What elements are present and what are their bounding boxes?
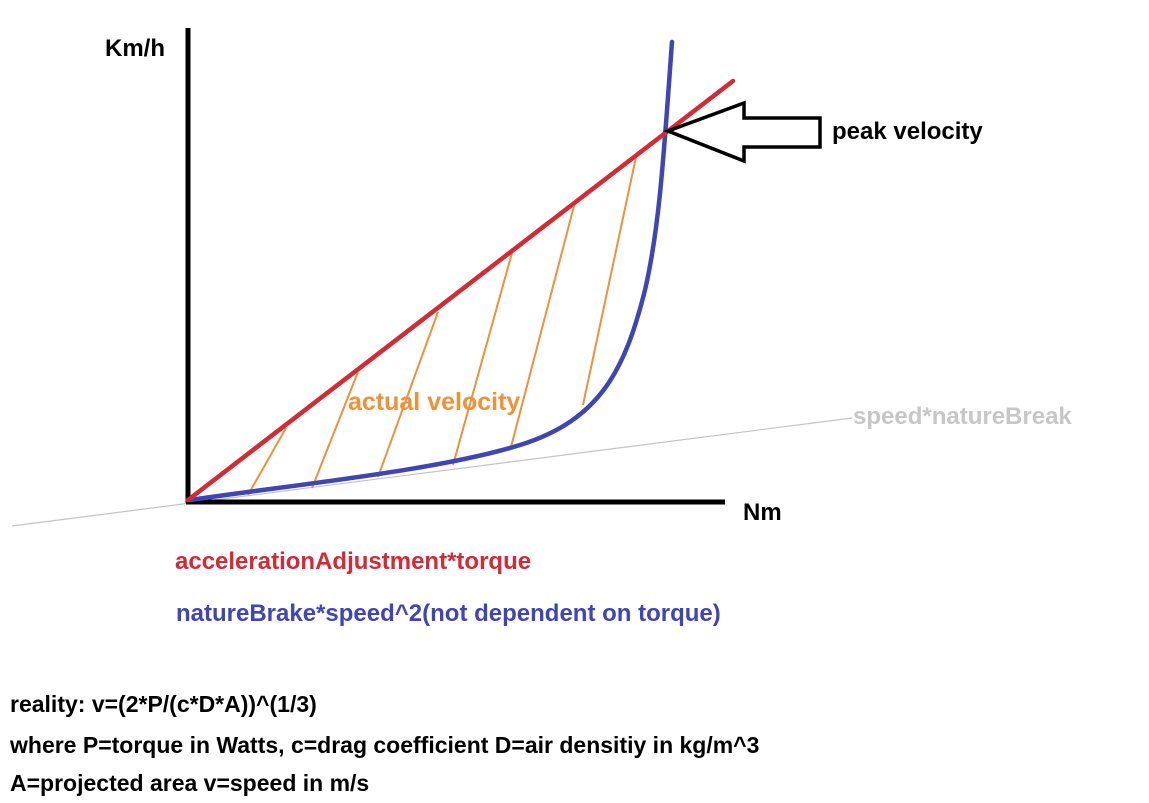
- nature-brake-curve: [187, 39, 675, 503]
- legend-red-line: accelerationAdjustment*torque: [175, 548, 531, 575]
- speed-nature-break-line: [11, 417, 853, 527]
- actual-velocity-label: actual velocity: [348, 388, 520, 416]
- x-axis-label: Nm: [743, 499, 782, 526]
- peak-velocity-arrow-icon: [663, 100, 822, 164]
- hatch-line: [377, 311, 439, 478]
- hatch-line: [311, 371, 359, 489]
- y-axis-label: Km/h: [105, 35, 165, 62]
- hatch-line: [582, 156, 637, 406]
- acceleration-adjustment-line: [185, 78, 736, 503]
- note-reality-formula: reality: v=(2*P/(c*D*A))^(1/3): [10, 691, 317, 717]
- note-area-speed: A=projected area v=speed in m/s: [10, 770, 370, 796]
- peak-velocity-label: peak velocity: [832, 118, 983, 145]
- note-where-definitions: where P=torque in Watts, c=drag coeffici…: [10, 732, 760, 758]
- actual-velocity-hatch: [247, 156, 637, 496]
- hatch-line: [247, 427, 287, 496]
- legend-blue-curve: natureBrake*speed^2(not dependent on tor…: [176, 600, 721, 627]
- hatch-line: [452, 252, 513, 466]
- hatch-line: [510, 205, 575, 448]
- speed-nature-break-label: speed*natureBreak: [853, 403, 1072, 430]
